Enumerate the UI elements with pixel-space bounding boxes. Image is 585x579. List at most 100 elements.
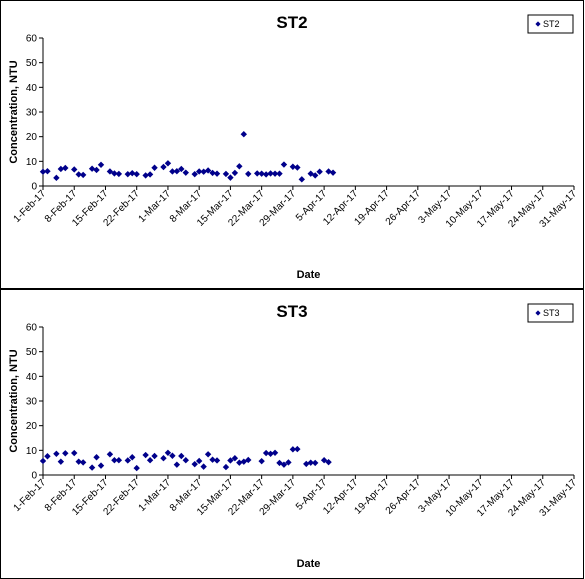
data-point [280, 461, 288, 468]
data-point [262, 449, 270, 457]
legend-box [527, 303, 574, 323]
data-point [182, 169, 189, 176]
data-point [124, 457, 131, 464]
legend: ST3 [527, 303, 574, 323]
data-point [258, 457, 265, 465]
data-point [316, 168, 323, 175]
data-point [200, 168, 207, 175]
y-tick-label: 50 [26, 347, 38, 358]
data-point [307, 459, 314, 466]
data-point [88, 464, 96, 471]
data-point [115, 457, 123, 464]
data-point [169, 452, 176, 459]
data-point [267, 450, 274, 457]
data-point [93, 166, 100, 174]
data-point [213, 457, 221, 464]
data-point [88, 165, 96, 172]
data-point [93, 454, 100, 461]
x-tick-label: 26-Apr-17 [384, 188, 424, 228]
data-point [231, 455, 239, 462]
data-point [146, 457, 154, 464]
data-point [258, 170, 265, 177]
data-point [173, 168, 181, 175]
data-point [227, 174, 234, 181]
data-point [97, 462, 105, 469]
data-point [191, 460, 198, 468]
chart-title: ST2 [276, 13, 307, 32]
data-point [294, 164, 301, 171]
y-tick-label: 60 [26, 323, 38, 334]
chart-panel-st3: ST3 Concentration, NTU Date 0 10 20 30 40 50 60 1-… [0, 289, 584, 579]
data-point [240, 131, 247, 138]
data-point [191, 170, 198, 178]
data-point [311, 459, 319, 467]
y-tick-label: 50 [26, 58, 38, 69]
data-point [75, 171, 82, 178]
data-point [133, 464, 140, 472]
data-point [267, 170, 274, 177]
data-point [320, 457, 328, 464]
y-tick-label: 10 [26, 446, 38, 457]
data-point [164, 449, 172, 456]
data-point [262, 171, 270, 178]
data-point [231, 169, 239, 177]
legend-box [527, 14, 574, 34]
data-point [160, 163, 167, 171]
data-point [57, 165, 65, 173]
data-point [303, 460, 310, 468]
data-point [298, 176, 306, 183]
data-point [271, 170, 279, 177]
data-point [289, 446, 297, 453]
data-point [129, 454, 136, 461]
data-point [178, 165, 185, 173]
y-tick-label: 10 [26, 157, 38, 168]
data-point [253, 170, 261, 177]
data-point [111, 170, 118, 177]
data-point [285, 459, 292, 466]
data-point [325, 168, 332, 175]
y-tick-label: 20 [26, 132, 38, 143]
data-point [276, 170, 283, 177]
data-point [329, 169, 337, 176]
data-point [142, 451, 149, 459]
data-point [62, 164, 69, 172]
data-point [44, 168, 51, 175]
data-point [276, 459, 283, 467]
data-point [178, 452, 185, 460]
data-point [209, 169, 216, 177]
data-point [173, 461, 181, 468]
data-point [71, 166, 78, 173]
data-point [245, 456, 252, 464]
data-point [111, 457, 118, 464]
y-tick-label: 30 [26, 108, 38, 119]
legend-label: ST2 [543, 19, 560, 29]
data-point [151, 452, 158, 460]
data-point [133, 170, 140, 178]
data-point [294, 445, 301, 453]
data-point [289, 163, 297, 170]
x-axis-label: Date [297, 269, 321, 281]
legend-label: ST3 [543, 308, 560, 318]
data-point [79, 459, 87, 466]
data-point [75, 458, 82, 465]
data-point [236, 163, 243, 170]
data-point [160, 455, 167, 462]
data-point [204, 167, 212, 174]
x-tick-label: 1-Mar-17 [137, 188, 174, 225]
data-point [311, 172, 319, 179]
x-tick-label: 1-Mar-17 [137, 477, 174, 514]
data-point [39, 168, 47, 175]
data-point [124, 170, 131, 178]
x-tick-label: 1-Feb-17 [12, 188, 49, 225]
x-tick-label: 1-Feb-17 [12, 477, 49, 514]
data-point [325, 458, 332, 466]
data-point [222, 170, 230, 178]
data-point [115, 170, 123, 178]
data-point [204, 451, 212, 458]
y-tick-label: 30 [26, 397, 38, 408]
y-tick-label: 60 [26, 34, 38, 45]
data-point [129, 169, 136, 177]
data-point [62, 450, 69, 457]
legend-marker [535, 310, 541, 316]
